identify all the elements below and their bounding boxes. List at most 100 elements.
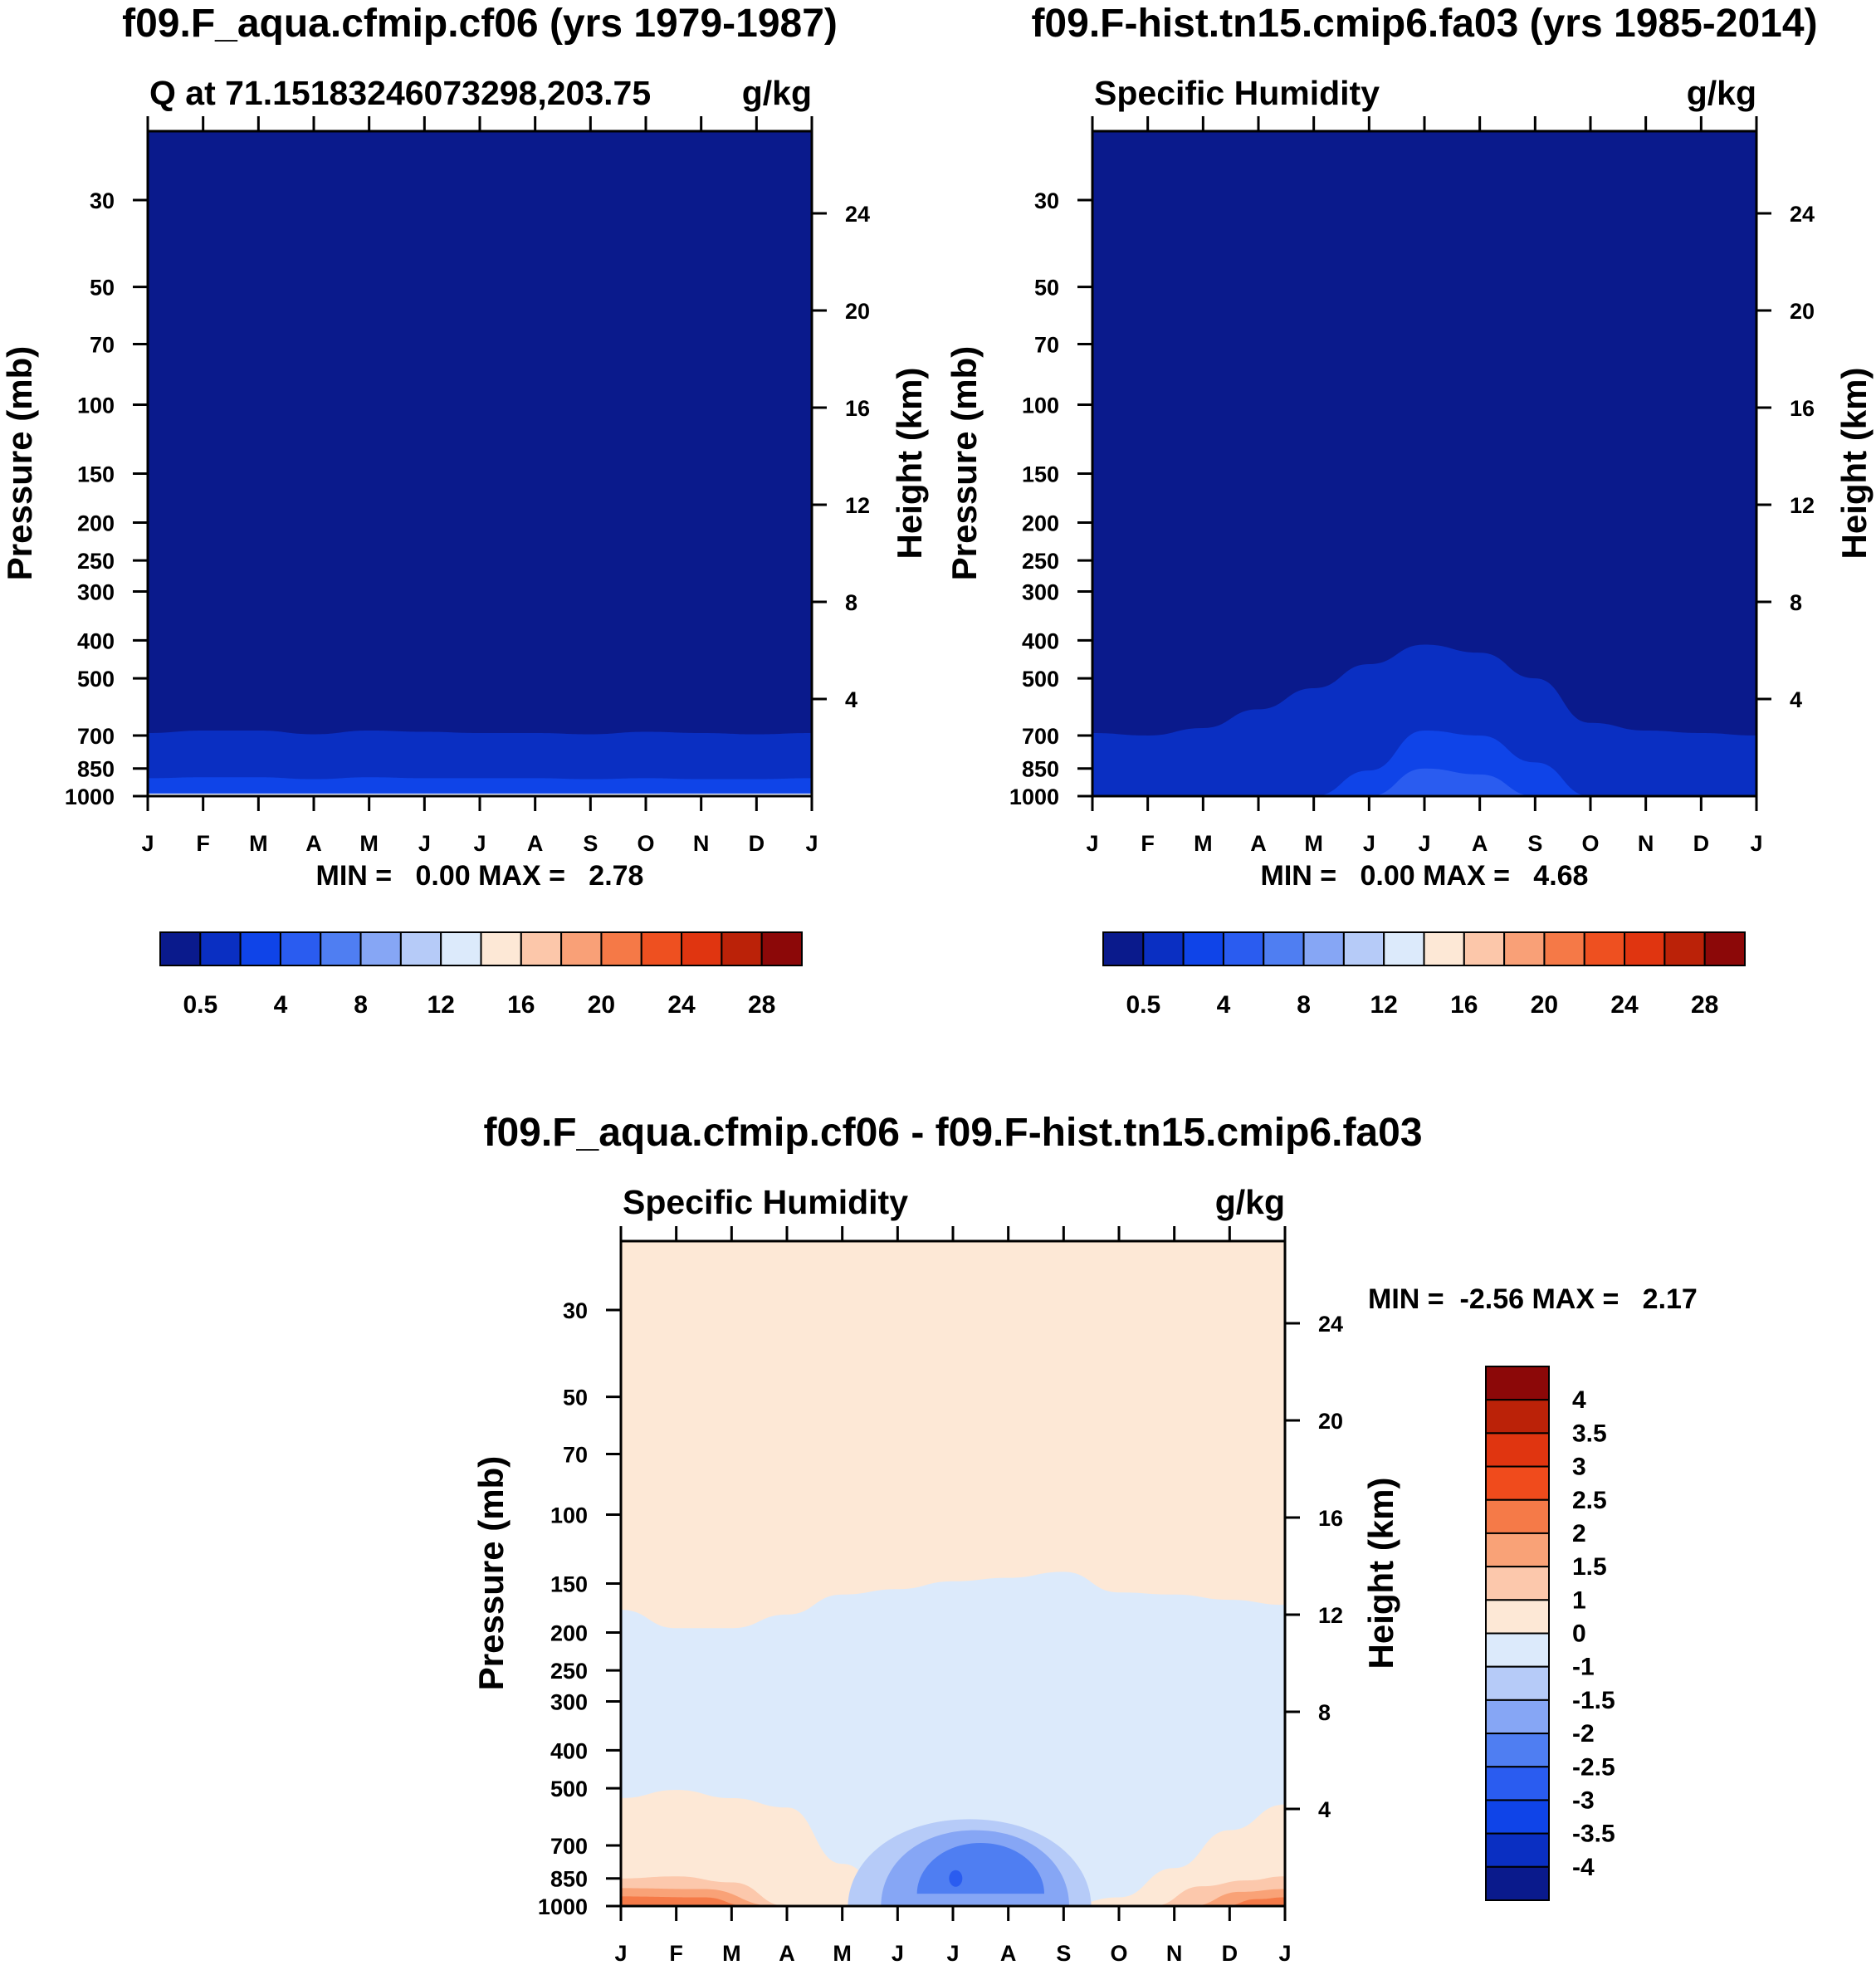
p3-colorbar-swatch xyxy=(1485,1366,1550,1401)
p1-colorbar-label: 28 xyxy=(748,991,775,1019)
p1-colorbar-swatch xyxy=(279,931,322,966)
p1-colorbar-swatch xyxy=(239,931,281,966)
p2-height-tick-label: 20 xyxy=(1790,299,1815,324)
p2-month-tick-label: J xyxy=(1086,831,1098,856)
p3-colorbar-label: -4 xyxy=(1572,1854,1595,1881)
p3-month-tick-label: D xyxy=(1222,1941,1238,1965)
p1-month-tick-label: O xyxy=(637,831,654,856)
p3-colorbar-swatch xyxy=(1485,1465,1550,1501)
p2-pressure-tick-label: 250 xyxy=(1022,549,1059,574)
panel2-height-axis: 24 20 16 12 8 4 xyxy=(1756,202,1815,712)
p2-colorbar-label: 0.5 xyxy=(1126,991,1160,1019)
p1-pressure-tick-label: 1000 xyxy=(65,785,115,809)
p1-month-tick-label: M xyxy=(249,831,268,856)
p1-colorbar-swatch xyxy=(440,931,482,966)
panel3-pressure-axis-label: Pressure (mb) xyxy=(471,1456,511,1690)
p3-height-tick-label: 20 xyxy=(1318,1409,1343,1434)
p3-colorbar-label: -3.5 xyxy=(1572,1821,1615,1848)
p2-month-tick-label: M xyxy=(1304,831,1323,856)
p3-pressure-tick-label: 150 xyxy=(550,1572,588,1597)
p3-colorbar-label: 4 xyxy=(1572,1386,1586,1414)
p3-colorbar-swatch xyxy=(1485,1733,1550,1768)
p3-month-tick-label: M xyxy=(722,1941,741,1965)
p3-colorbar-label: -2 xyxy=(1572,1720,1595,1747)
p1-colorbar-swatch xyxy=(600,931,642,966)
p1-height-tick-label: 16 xyxy=(845,396,870,421)
p1-colorbar-label: 24 xyxy=(667,991,696,1019)
p2-month-tick-label: S xyxy=(1527,831,1542,856)
p3-month-tick-label: S xyxy=(1056,1941,1071,1965)
p3-colorbar-swatch xyxy=(1485,1532,1550,1568)
p2-pressure-tick-label: 30 xyxy=(1034,188,1059,213)
p2-pressure-tick-label: 70 xyxy=(1034,333,1059,358)
p3-colorbar-label: -2.5 xyxy=(1572,1753,1615,1781)
p1-month-tick-label: F xyxy=(196,831,210,856)
p3-colorbar-swatch xyxy=(1485,1799,1550,1835)
p1-pressure-tick-label: 300 xyxy=(77,579,115,604)
panel3-contour-minus2.5-core-fill xyxy=(949,1870,963,1887)
p3-colorbar-swatch xyxy=(1485,1599,1550,1635)
p3-month-tick-label: J xyxy=(946,1941,959,1965)
p1-colorbar-label: 0.5 xyxy=(183,991,217,1019)
panel3-min-max: MIN = -2.56 MAX = 2.17 xyxy=(1368,1283,1698,1315)
p3-pressure-tick-label: 100 xyxy=(550,1503,588,1528)
panel1-height-axis-label: Height (km) xyxy=(890,368,929,560)
p3-pressure-tick-label: 500 xyxy=(550,1777,588,1801)
p1-month-tick-label: M xyxy=(359,831,379,856)
p1-colorbar-swatch xyxy=(520,931,563,966)
p1-month-tick-label: J xyxy=(805,831,818,856)
p1-colorbar-label: 4 xyxy=(274,991,288,1019)
p3-colorbar-label: -3 xyxy=(1572,1787,1595,1814)
p2-pressure-tick-label: 500 xyxy=(1022,667,1059,692)
panel3-colorbar: 4 3.5 3 2.5 2 1.5 1 0 -1 -1.5 -2 -2.5 -3 -3.5 -4 xyxy=(1485,1366,1615,1901)
p2-colorbar-swatch xyxy=(1142,931,1185,966)
p3-month-tick-label: F xyxy=(669,1941,683,1965)
p1-pressure-tick-label: 100 xyxy=(77,393,115,418)
p1-height-tick-label: 12 xyxy=(845,493,870,518)
p3-height-tick-label: 12 xyxy=(1318,1603,1343,1628)
p1-month-tick-label: N xyxy=(693,831,710,856)
panel3-height-axis-label: Height (km) xyxy=(1361,1478,1400,1669)
p1-month-tick-label: A xyxy=(305,831,322,856)
panel1-min-max: MIN = 0.00 MAX = 2.78 xyxy=(316,860,644,892)
p3-month-tick-label: J xyxy=(614,1941,627,1965)
p3-colorbar-label: 3 xyxy=(1572,1454,1586,1481)
p2-height-tick-label: 24 xyxy=(1790,202,1815,227)
p1-pressure-tick-label: 200 xyxy=(77,511,115,535)
panel1-variable-label: Q at 71.15183246073298,203.75 xyxy=(149,74,651,112)
p2-colorbar-swatch xyxy=(1182,931,1224,966)
p1-pressure-tick-label: 70 xyxy=(90,333,115,358)
panel2-pressure-axis: 30 50 70 100 150 200 250 300 400 500 700 850 1000 xyxy=(1009,188,1092,809)
p3-colorbar-swatch xyxy=(1485,1432,1550,1468)
p2-height-tick-label: 4 xyxy=(1790,687,1802,712)
p3-pressure-tick-label: 250 xyxy=(550,1659,588,1684)
p3-colorbar-label: 3.5 xyxy=(1572,1420,1607,1447)
p3-pressure-tick-label: 700 xyxy=(550,1834,588,1859)
p2-month-tick-label: J xyxy=(1418,831,1430,856)
p3-height-tick-label: 24 xyxy=(1318,1312,1343,1337)
p1-colorbar-label: 16 xyxy=(507,991,535,1019)
p3-colorbar-swatch xyxy=(1485,1399,1550,1435)
p1-colorbar-swatch xyxy=(721,931,763,966)
p2-month-tick-label: F xyxy=(1141,831,1155,856)
p1-height-tick-label: 8 xyxy=(845,590,857,615)
p2-height-tick-label: 16 xyxy=(1790,396,1815,421)
panel3-variable-label: Specific Humidity xyxy=(623,1183,908,1221)
p1-colorbar-label: 8 xyxy=(354,991,368,1019)
panel2-title: f09.F-hist.tn15.cmip6.fa03 (yrs 1985-201… xyxy=(1031,2,1817,46)
panel-bottom-difference: f09.F_aqua.cfmip.cf06 - f09.F-hist.tn15.… xyxy=(471,1111,1698,1965)
p2-colorbar-label: 20 xyxy=(1531,991,1558,1019)
p2-colorbar-swatch xyxy=(1342,931,1385,966)
p1-month-tick-label: A xyxy=(527,831,544,856)
p3-colorbar-swatch xyxy=(1485,1766,1550,1801)
panel3-contour-0-to-minus1-fill xyxy=(621,1572,1285,1906)
panel2-contour-1-fill xyxy=(1092,768,1756,796)
p3-colorbar-swatch xyxy=(1485,1832,1550,1868)
panel1-background-field xyxy=(148,131,812,796)
p3-pressure-tick-label: 30 xyxy=(563,1298,588,1323)
p3-colorbar-label: 1 xyxy=(1572,1586,1586,1614)
p1-pressure-tick-label: 700 xyxy=(77,724,115,749)
p2-month-tick-label: O xyxy=(1581,831,1599,856)
